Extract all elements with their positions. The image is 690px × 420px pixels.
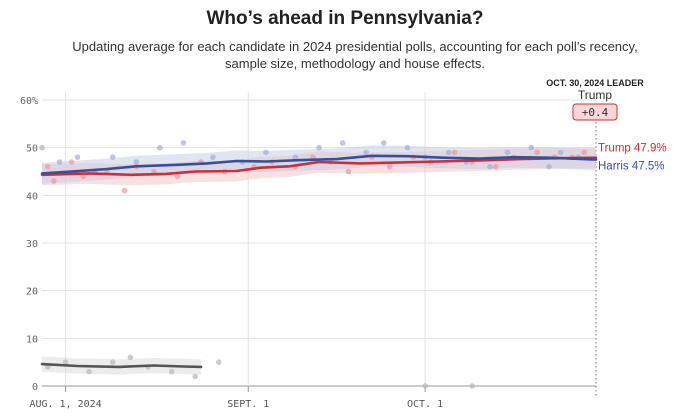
poll-dot xyxy=(121,187,128,194)
poll-dot xyxy=(109,359,116,366)
poll-dot xyxy=(339,140,346,146)
x-tick-label: OCT. 1 xyxy=(407,399,443,410)
y-tick-label: 10 xyxy=(26,334,38,345)
leader-box: OCT. 30, 2024 LEADER Trump +0.4 xyxy=(546,78,644,121)
y-tick-label: 40 xyxy=(26,191,38,202)
band-layer xyxy=(42,145,596,375)
poll-dot xyxy=(381,140,387,146)
poll-dot xyxy=(216,359,222,366)
poll-dot xyxy=(127,354,134,361)
page-title: Who’s ahead in Pennsylvania? xyxy=(206,8,484,29)
poll-dot xyxy=(74,154,81,160)
poll-dot xyxy=(469,383,476,389)
x-tick-label: SEPT. 1 xyxy=(227,399,269,410)
page-subtitle: Updating average for each candidate in 2… xyxy=(72,39,638,71)
poll-dot xyxy=(534,149,540,156)
poll-dot xyxy=(292,154,299,160)
poll-dot xyxy=(422,383,428,389)
leader-name: Trump xyxy=(578,88,613,102)
series-end-label: Trump 47.9% xyxy=(598,143,667,155)
leader-margin-badge xyxy=(572,103,618,121)
poll-dot xyxy=(487,163,493,170)
series-line xyxy=(40,154,598,175)
y-tick-label: 50 xyxy=(26,144,38,155)
poll-dot xyxy=(109,154,116,160)
poll-dot xyxy=(316,144,322,151)
series-end-label: Harris 47.5% xyxy=(598,161,664,173)
x-tick-label: AUG. 1, 2024 xyxy=(29,399,101,410)
poll-dot xyxy=(263,149,269,156)
y-tick-label: 60% xyxy=(20,96,38,107)
uncertainty-band xyxy=(42,145,596,184)
poll-dot xyxy=(386,163,393,170)
poll-dot xyxy=(404,144,411,151)
poll-dot xyxy=(192,373,198,380)
grid-layer xyxy=(42,92,597,396)
series-line xyxy=(40,362,203,369)
poll-dot xyxy=(345,168,352,175)
line-layer xyxy=(40,154,598,369)
poll-dot xyxy=(62,359,69,366)
poll-dot xyxy=(174,173,181,180)
poll-dot xyxy=(363,149,369,156)
leader-margin: +0.4 xyxy=(582,106,609,119)
label-layer: 0 10 20 30 40 50 60% AUG. 1, 2024 SEPT. 1 OCT. 1 T… xyxy=(20,96,667,410)
poll-dot xyxy=(39,144,45,151)
poll-dot xyxy=(493,163,499,170)
poll-dot xyxy=(86,368,92,375)
y-tick-label: 0 xyxy=(32,382,38,393)
leader-date-label: OCT. 30, 2024 LEADER xyxy=(546,78,644,88)
poll-dot xyxy=(56,159,63,165)
poll-dot xyxy=(546,163,552,170)
poll-dot xyxy=(68,159,75,165)
poll-dot xyxy=(210,154,216,160)
poll-dot xyxy=(581,149,587,156)
poll-dot xyxy=(528,144,534,151)
y-tick-label: 30 xyxy=(26,239,38,250)
poll-dot xyxy=(504,149,511,156)
poll-dot xyxy=(180,140,187,146)
poll-dot xyxy=(168,368,175,375)
y-tick-label: 20 xyxy=(26,287,38,298)
poll-dot xyxy=(133,159,140,165)
poll-dot xyxy=(445,149,452,156)
poll-dot xyxy=(557,149,564,156)
poll-dot xyxy=(45,163,51,170)
poll-dot xyxy=(157,144,163,151)
poll-dot xyxy=(451,149,458,156)
series-line xyxy=(40,156,598,177)
poll-dot xyxy=(51,178,57,184)
